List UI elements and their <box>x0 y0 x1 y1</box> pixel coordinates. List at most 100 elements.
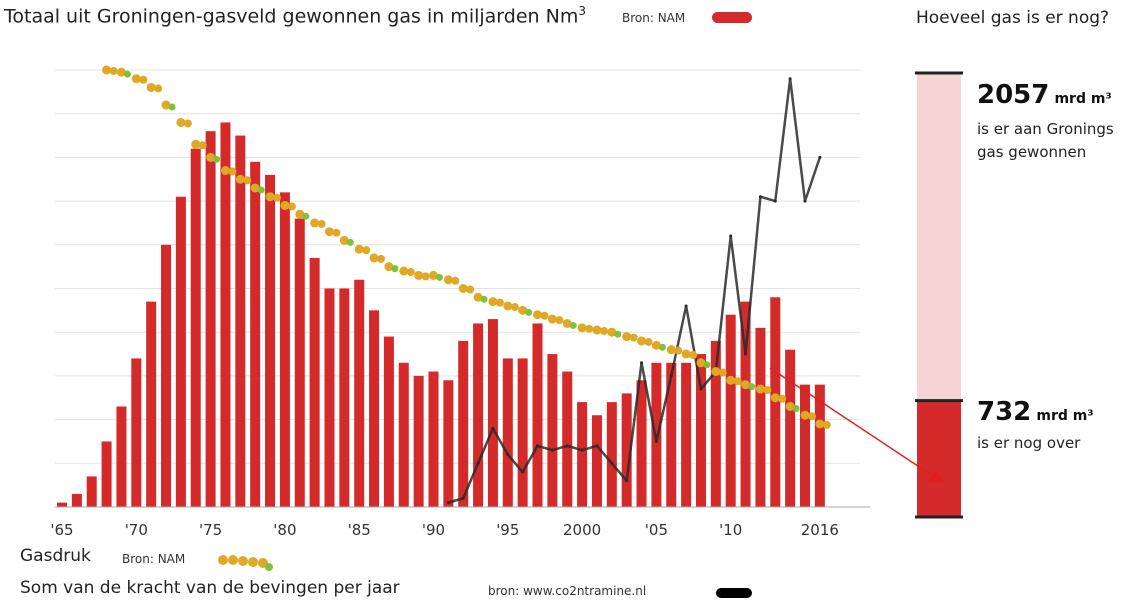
pressure-point-1983 <box>324 227 334 237</box>
pressure-point-b-1976 <box>228 167 237 176</box>
bar-1996 <box>517 358 528 507</box>
quake-point-1991 <box>446 501 450 505</box>
x-tick-1990: '90 <box>422 521 445 539</box>
legend-gasdruk: Gasdruk <box>20 546 91 566</box>
x-tick-1975: '75 <box>199 521 222 539</box>
bar-2012 <box>755 327 766 507</box>
quake-point-2015 <box>803 199 807 203</box>
gas-legend-swatch <box>712 12 752 23</box>
bar-1980 <box>279 192 290 508</box>
pressure-point-b-2012 <box>763 386 772 395</box>
pressure-point-b-1998 <box>555 316 564 325</box>
bar-1990 <box>428 371 439 507</box>
x-tick-2010: '10 <box>719 521 742 539</box>
pressure-point-2014 <box>785 401 795 411</box>
bar-2004 <box>636 380 647 507</box>
bar-1993 <box>473 323 484 507</box>
pressure-point-b-2004 <box>644 337 653 346</box>
pressure-point-b-2015 <box>808 412 816 421</box>
pressure-point-b-2009 <box>718 368 727 377</box>
bar-2007 <box>681 362 692 507</box>
pressure-series <box>102 65 831 429</box>
bar-1972 <box>161 244 172 508</box>
legend-gasdruk-swatch <box>218 555 273 571</box>
pressure-point-1991 <box>443 275 453 285</box>
pressure-point-1979 <box>265 192 275 202</box>
pressure-point-1989 <box>414 270 424 280</box>
pressure-point-2001 <box>592 325 602 335</box>
pressure-point-alt-2014 <box>792 404 800 412</box>
x-tick-1980: '80 <box>273 521 296 539</box>
pressure-point-1997 <box>533 310 543 320</box>
pressure-point-1999 <box>562 318 572 328</box>
pressure-point-1994 <box>488 297 498 307</box>
pressure-point-2010 <box>726 375 736 385</box>
pressure-point-alt-2011 <box>748 383 756 391</box>
pressure-point-alt-1984 <box>346 238 354 246</box>
pressure-point-alt-2005 <box>658 343 666 351</box>
pressure-point-b-2003 <box>629 333 638 342</box>
pressure-point-2000 <box>577 323 587 333</box>
bar-1971 <box>146 301 157 507</box>
quake-point-1992 <box>461 496 465 500</box>
pressure-point-alt-1990 <box>436 273 443 281</box>
pressure-point-1984 <box>339 235 349 245</box>
pressure-point-1976 <box>220 166 230 176</box>
pressure-point-2005 <box>651 340 661 350</box>
bar-2014 <box>785 349 796 507</box>
bar-1987 <box>383 336 394 507</box>
pressure-point-1995 <box>503 301 513 311</box>
pressure-point-alt-2002 <box>614 330 622 338</box>
pressure-point-alt-1972 <box>168 103 176 111</box>
pressure-point-b-1994 <box>495 298 504 307</box>
pressure-point-b-2000 <box>585 324 594 333</box>
pressure-point-b-1986 <box>377 254 386 263</box>
quake-point-1995 <box>506 453 510 457</box>
chart-title: Totaal uit Groningen-gasveld gewonnen ga… <box>4 4 586 28</box>
pressure-point-2013 <box>770 393 780 403</box>
quake-line <box>448 77 822 504</box>
bar-2015 <box>800 384 810 507</box>
quake-point-1994 <box>491 426 495 430</box>
pressure-point-alt-1987 <box>391 265 399 273</box>
quake-point-2013 <box>773 199 777 203</box>
quake-point-2000 <box>580 448 584 452</box>
bar-2008 <box>695 354 706 507</box>
arrow-line <box>769 367 945 484</box>
bar-1965 <box>57 502 67 507</box>
legend-quakes-source: bron: www.co2ntramine.nl <box>488 584 647 598</box>
pressure-point-2004 <box>637 336 647 346</box>
pressure-point-1992 <box>458 284 468 293</box>
bar-1966 <box>71 493 82 507</box>
pressure-point-1996 <box>518 305 528 315</box>
bar-1998 <box>547 354 558 507</box>
grid-lines <box>55 69 860 464</box>
bar-1976 <box>220 122 231 507</box>
pressure-point-alt-1999 <box>569 321 577 329</box>
pressure-point-b-1983 <box>332 228 341 237</box>
pressure-point-2002 <box>607 327 617 337</box>
bar-1984 <box>339 288 350 507</box>
pressure-point-b-1991 <box>451 276 460 285</box>
pressure-point-1990 <box>429 270 438 280</box>
pressure-point-2011 <box>741 380 751 390</box>
pressure-point-1972 <box>161 100 171 110</box>
pressure-point-1998 <box>547 314 557 324</box>
pressure-point-b-1971 <box>154 84 163 93</box>
bar-1994 <box>487 319 498 507</box>
bar-2000 <box>577 402 588 507</box>
bar-2001 <box>591 415 602 507</box>
pressure-point-b-2010 <box>733 377 742 386</box>
pressure-point-alt-1978 <box>257 186 265 194</box>
quake-point-2012 <box>758 195 762 199</box>
bar-1975 <box>205 131 216 507</box>
bar-1999 <box>562 371 573 507</box>
bar-1997 <box>532 323 543 507</box>
pressure-point-b-1988 <box>406 268 415 277</box>
pressure-point-1988 <box>399 266 409 276</box>
pressure-point-b-1970 <box>139 75 148 84</box>
pressure-point-1980 <box>280 200 290 210</box>
pressure-point-1970 <box>131 74 141 84</box>
pressure-point-1969 <box>116 67 126 77</box>
